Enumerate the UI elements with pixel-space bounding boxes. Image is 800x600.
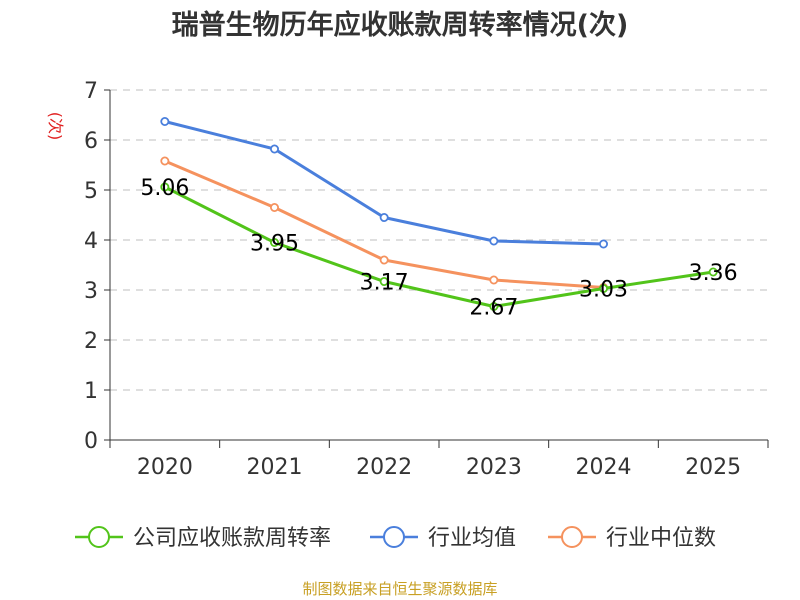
legend-swatch-marker [383, 526, 405, 548]
y-tick-label: 0 [84, 429, 98, 454]
y-axis-unit-label: (次) [46, 112, 65, 141]
legend-item-1: 行业均值 [370, 526, 516, 551]
data-label: 2.67 [469, 296, 518, 321]
data-labels: 5.06 3.95 3.17 2.67 3.03 3.36 [140, 176, 737, 321]
y-tick-label: 2 [84, 329, 98, 354]
data-point [489, 236, 499, 246]
data-label: 3.95 [250, 232, 299, 257]
legend-swatch-marker [561, 526, 583, 548]
legend-label: 公司应收账款周转率 [133, 526, 331, 551]
y-tick-label: 1 [84, 379, 98, 404]
series-line-0 [164, 185, 714, 308]
data-point [379, 255, 389, 265]
legend: 公司应收账款周转率 行业均值 行业中位数 [75, 526, 716, 551]
data-point [160, 156, 170, 166]
chart-title: 瑞普生物历年应收账款周转率情况(次) [172, 9, 629, 41]
legend-item-2: 行业中位数 [548, 526, 716, 551]
data-label: 5.06 [140, 176, 189, 201]
data-point [489, 275, 499, 285]
legend-swatch-marker [88, 526, 110, 548]
data-label: 3.03 [579, 278, 628, 303]
data-label: 3.36 [689, 261, 738, 286]
y-tick-label: 5 [84, 179, 98, 204]
x-tick-label: 2025 [685, 455, 741, 480]
y-tick-label: 7 [84, 79, 98, 104]
data-point [269, 202, 279, 212]
grid-lines [110, 89, 768, 391]
data-point [379, 212, 389, 222]
data-point [599, 239, 609, 249]
data-point [379, 276, 389, 286]
x-tick-label: 2021 [247, 455, 303, 480]
legend-label: 行业均值 [428, 526, 516, 551]
x-tick-label: 2022 [356, 455, 412, 480]
x-tick-label: 2023 [466, 455, 522, 480]
source-note: 制图数据来自恒生聚源数据库 [302, 580, 497, 598]
data-point [269, 237, 279, 247]
y-tick-label: 3 [84, 279, 98, 304]
x-tick-label: 2024 [576, 455, 632, 480]
data-point [269, 144, 279, 154]
data-point [160, 117, 170, 127]
data-point [599, 283, 609, 293]
data-point [160, 182, 170, 192]
series-lines [160, 117, 718, 311]
axes: 0 1 2 3 4 5 6 7 2020 2021 2022 2023 2024 2025 [84, 79, 769, 480]
data-label: 3.17 [360, 271, 409, 296]
series-line-2 [164, 159, 604, 289]
y-tick-label: 6 [84, 129, 98, 154]
legend-item-0: 公司应收账款周转率 [75, 526, 331, 551]
legend-label: 行业中位数 [606, 526, 716, 551]
data-point [708, 267, 718, 277]
y-tick-label: 4 [84, 229, 98, 254]
data-point [489, 301, 499, 311]
x-tick-label: 2020 [137, 455, 193, 480]
